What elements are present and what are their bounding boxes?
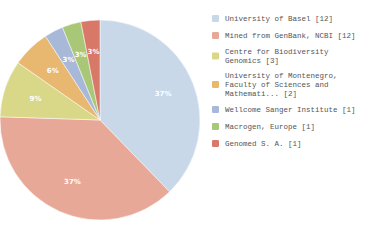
svg-text:Genomed S. A. [1]: Genomed S. A. [1] (225, 140, 302, 148)
svg-text:Mined from GenBank, NCBI [12]: Mined from GenBank, NCBI [12] (225, 32, 356, 40)
svg-text:University of Montenegro,: University of Montenegro, (225, 72, 338, 80)
svg-text:Centre for Biodiversity: Centre for Biodiversity (225, 48, 329, 56)
svg-text:Faculty of Sciences and: Faculty of Sciences and (225, 81, 329, 89)
svg-text:37%: 37% (155, 90, 172, 98)
svg-text:Genomics [3]: Genomics [3] (225, 57, 279, 65)
svg-text:3%: 3% (88, 48, 100, 56)
svg-text:3%: 3% (63, 56, 75, 64)
svg-text:37%: 37% (64, 178, 81, 186)
svg-text:9%: 9% (30, 95, 42, 103)
svg-text:3%: 3% (75, 51, 87, 59)
svg-text:University of Basel [12]: University of Basel [12] (225, 15, 333, 23)
svg-text:Mathemati... [2]: Mathemati... [2] (225, 90, 297, 98)
svg-text:6%: 6% (47, 67, 59, 75)
svg-text:Macrogen, Europe [1]: Macrogen, Europe [1] (225, 123, 315, 131)
svg-text:Wellcome Sanger Institute [1]: Wellcome Sanger Institute [1] (225, 106, 356, 114)
